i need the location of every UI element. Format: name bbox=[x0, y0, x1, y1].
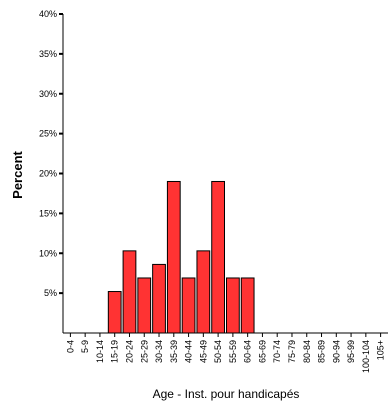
x-tick-label: 100-104 bbox=[361, 340, 371, 373]
bar-15-19 bbox=[107, 291, 122, 334]
y-tick-label: 40% bbox=[39, 9, 57, 19]
bar-55-59 bbox=[226, 277, 240, 334]
x-tick-label: 30-34 bbox=[154, 340, 164, 363]
x-axis-ticks: 0-4 5-9 10-14 15-19 20-24 25-29 30-34 35-39 40-4… bbox=[65, 333, 386, 373]
bar-40-44 bbox=[181, 277, 196, 334]
x-tick-label: 80-84 bbox=[302, 340, 312, 363]
x-tick-label: 60-64 bbox=[243, 340, 253, 363]
x-tick-label: 25-29 bbox=[139, 340, 149, 363]
x-tick-label: 55-59 bbox=[228, 340, 238, 363]
x-tick-label: 10-14 bbox=[95, 340, 105, 363]
y-tick-label: 10% bbox=[39, 248, 57, 258]
y-axis-label: Percent bbox=[10, 150, 25, 198]
bar-45-49 bbox=[196, 250, 211, 334]
x-axis-label: Age - Inst. pour handicapés bbox=[153, 387, 300, 401]
y-tick-label: 15% bbox=[39, 208, 57, 218]
x-tick-label: 35-39 bbox=[169, 340, 179, 363]
x-tick-label: 0-4 bbox=[65, 340, 75, 353]
x-tick-label: 15-19 bbox=[110, 340, 120, 363]
x-tick-label: 45-49 bbox=[198, 340, 208, 363]
y-tick-label: 30% bbox=[39, 89, 57, 99]
bar-25-29 bbox=[137, 277, 152, 334]
x-tick-label: 105+ bbox=[376, 340, 386, 360]
y-tick-label: 20% bbox=[39, 169, 57, 179]
y-tick-label: 35% bbox=[39, 49, 57, 59]
y-axis-ticks: 5% 10% 15% 20% 25% 30% 35% 40% bbox=[39, 9, 63, 298]
y-tick-label: 5% bbox=[44, 288, 57, 298]
x-tick-label: 50-54 bbox=[213, 340, 223, 363]
x-tick-label: 95-99 bbox=[346, 340, 356, 363]
x-tick-label: 75-79 bbox=[287, 340, 297, 363]
bars bbox=[107, 180, 255, 334]
bar-30-34 bbox=[152, 263, 166, 334]
bar-20-24 bbox=[122, 250, 137, 334]
y-tick-label: 25% bbox=[39, 129, 57, 139]
bar-50-54 bbox=[211, 180, 226, 334]
x-tick-label: 65-69 bbox=[257, 340, 267, 363]
bar-60-64 bbox=[240, 277, 255, 334]
x-tick-label: 40-44 bbox=[184, 340, 194, 363]
x-tick-label: 85-89 bbox=[317, 340, 327, 363]
bar-35-39 bbox=[166, 180, 181, 334]
x-tick-label: 20-24 bbox=[124, 340, 134, 363]
x-tick-label: 5-9 bbox=[80, 340, 90, 353]
x-tick-label: 90-94 bbox=[331, 340, 341, 363]
x-tick-label: 70-74 bbox=[272, 340, 282, 363]
